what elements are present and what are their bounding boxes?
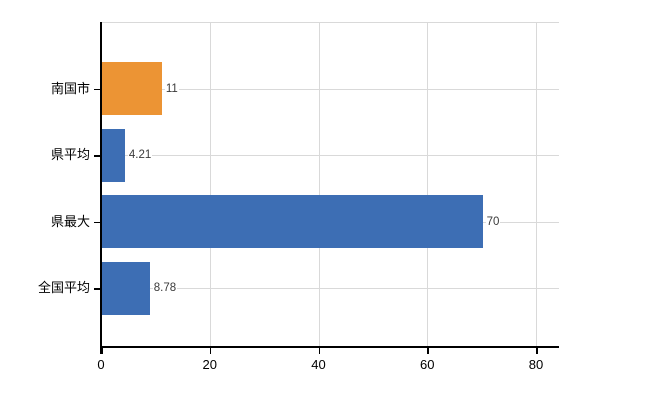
vertical-gridline <box>536 22 537 346</box>
x-axis-tick <box>209 346 212 354</box>
y-axis-tick <box>94 221 100 224</box>
plot-top-border <box>101 22 559 23</box>
vertical-gridline <box>427 22 429 346</box>
x-axis-tick <box>318 346 320 354</box>
y-axis-tick <box>94 88 100 91</box>
horizontal-gridline <box>101 88 559 90</box>
y-axis-tick <box>94 155 100 157</box>
y-category-label: 南国市 <box>50 80 90 96</box>
x-axis-tick <box>427 346 429 354</box>
bar <box>102 128 125 182</box>
horizontal-gridline <box>101 288 559 290</box>
x-axis-line <box>101 346 559 348</box>
vertical-gridline <box>209 22 211 346</box>
y-category-label: 県最大 <box>50 213 90 229</box>
x-tick-label: 40 <box>311 357 326 372</box>
x-axis-tick <box>536 346 538 354</box>
bar-value-label: 8.78 <box>152 280 178 297</box>
y-category-label: 県平均 <box>50 147 90 163</box>
x-axis-tick <box>101 346 103 354</box>
y-axis-tick <box>94 288 100 290</box>
bar <box>102 62 162 116</box>
bar <box>102 195 483 249</box>
bar <box>102 261 150 315</box>
bar-value-label: 11 <box>164 80 179 97</box>
y-category-label: 全国平均 <box>37 280 90 296</box>
bar-value-label: 4.21 <box>127 147 153 164</box>
y-axis-line <box>100 22 102 354</box>
horizontal-gridline <box>101 155 559 157</box>
x-tick-label: 80 <box>528 357 544 372</box>
x-tick-label: 0 <box>97 357 105 372</box>
vertical-gridline <box>318 22 320 346</box>
x-tick-label: 20 <box>202 357 217 372</box>
bar-value-label: 70 <box>485 213 501 230</box>
x-tick-label: 60 <box>420 357 435 372</box>
